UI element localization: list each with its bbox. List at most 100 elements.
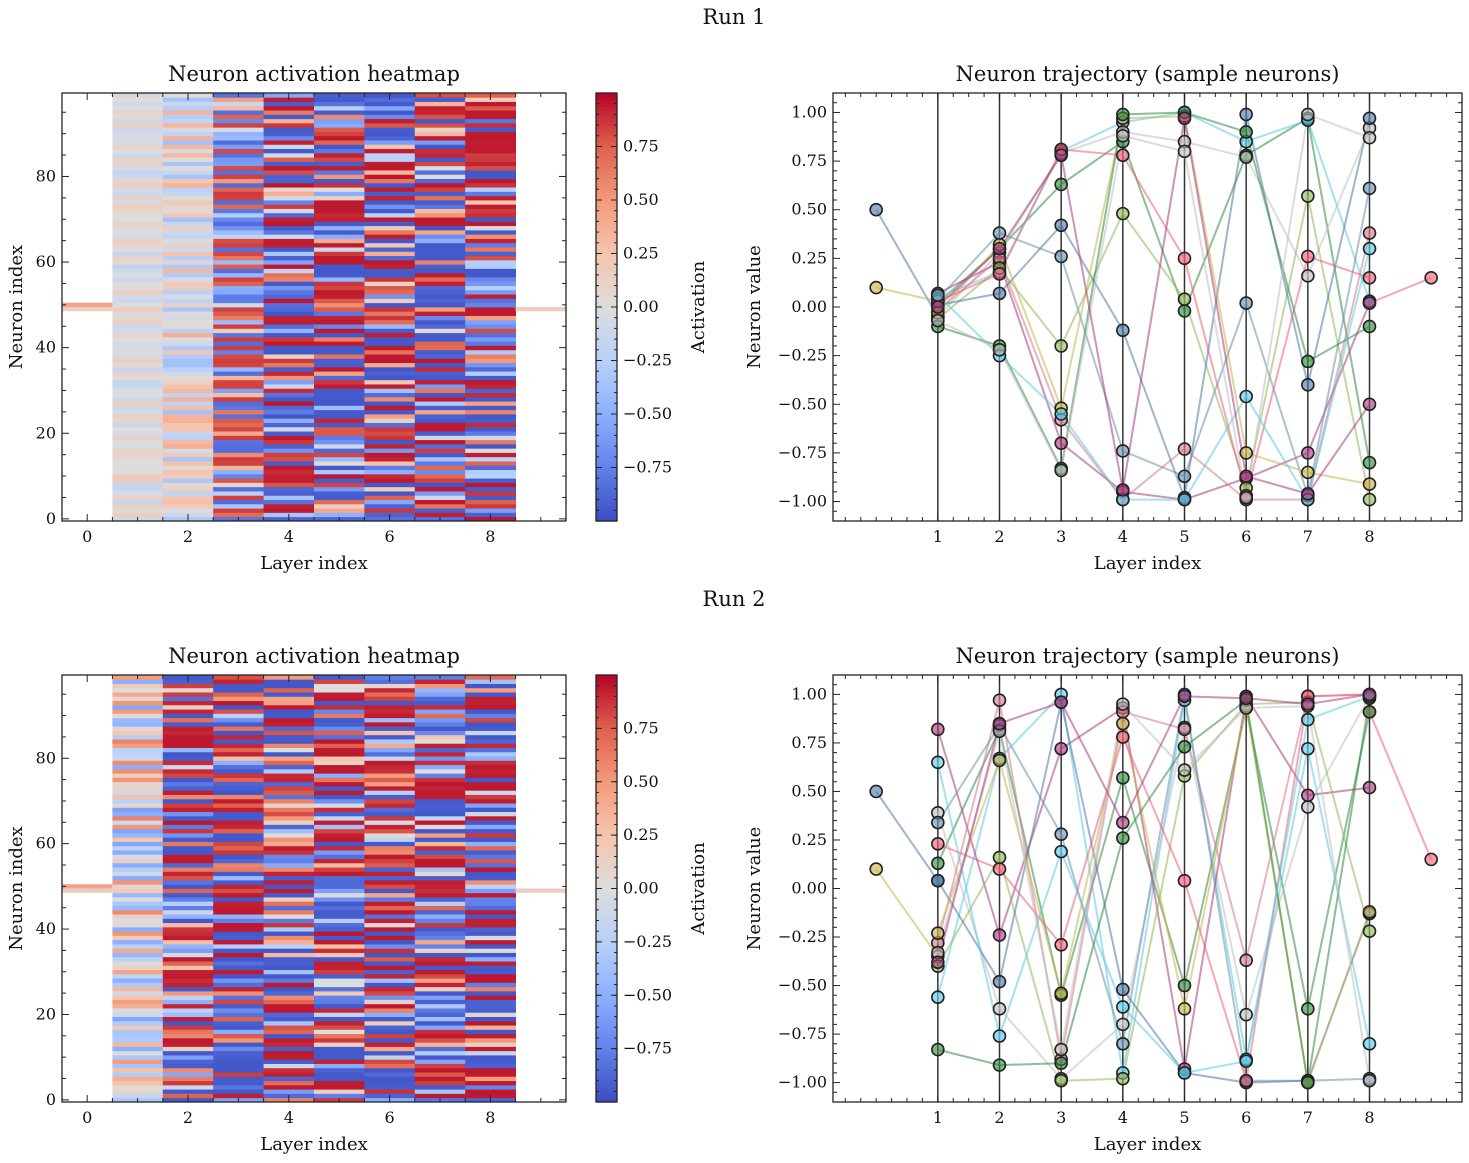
heatmap-cell [414,1084,466,1090]
heatmap-cell [112,259,164,265]
heatmap-cell [213,366,264,372]
series-point-n14 [1239,469,1253,484]
colorbar-segment [596,221,617,226]
heatmap-cell [414,786,466,791]
heatmap-cell [314,935,365,941]
colorbar-segment [596,788,617,794]
heatmap-cell [213,144,264,150]
colorbar-segment [596,271,617,276]
heatmap-cell [213,229,264,235]
heatmap-cell [112,264,164,269]
colorbar-segment [596,296,617,301]
heatmap-cell [162,311,214,316]
heatmap-cell [263,200,315,205]
colorbar-segment [596,742,617,747]
heatmap-cell [162,144,214,150]
heatmap-cell [263,1016,315,1022]
colorbar-segment [596,171,617,176]
heatmap-cell [112,341,164,346]
heatmap-cell [465,892,516,898]
heatmap-cell [465,174,516,179]
colorbar-segment [596,835,617,840]
colorbar-segment [596,460,617,465]
colorbar-segment [596,899,617,904]
heatmap-cell [314,191,365,197]
heatmap-cell [112,178,164,184]
trajectory-ytick-label: 0.75 [791,733,827,752]
heatmap-cell [465,952,516,958]
heatmap-cell [364,867,416,872]
heatmap-cell [162,901,214,906]
heatmap-cell [414,247,466,252]
heatmap-cell [112,152,164,158]
heatmap-cell [465,362,516,368]
series-point-n12 [1239,1054,1253,1069]
heatmap-cell [465,182,516,188]
heatmap-cell [213,298,264,304]
series-point-n13 [1054,1042,1068,1057]
heatmap-cell [465,794,516,800]
heatmap-cell [162,768,214,774]
heatmap-cell [465,798,516,804]
heatmap-cell [314,486,365,492]
heatmap-cell [112,918,164,924]
heatmap-cell [162,354,214,359]
heatmap-cell [414,1025,466,1030]
colorbar-segment [596,492,617,497]
heatmap-cell [112,495,164,500]
heatmap-cell [364,717,416,723]
heatmap-cell [465,867,516,872]
heatmap-cell [213,478,264,483]
heatmap-cell [263,482,315,488]
heatmap-cell [213,1084,264,1090]
colorbar-segment [596,389,617,394]
heatmap-cell [465,452,516,458]
heatmap-cell [112,418,164,423]
heatmap-cell [263,803,315,808]
heatmap-cell [414,465,466,471]
series-line-n12 [936,695,1370,1074]
heatmap-cell [414,756,466,761]
heatmap-cell [414,854,466,860]
heatmap-cell [364,760,416,766]
heatmap-cell [213,268,264,274]
heatmap-cell [213,174,264,179]
heatmap-cell [314,208,365,214]
heatmap-cell [414,349,466,355]
heatmap-cell [314,234,365,239]
heatmap-cell [213,392,264,398]
heatmap-cell [112,1012,164,1017]
heatmap-cell [112,965,164,971]
colorbar-segment [596,1016,617,1021]
heatmap-cell [465,217,516,222]
colorbar-segment [596,1069,617,1075]
heatmap-cell [364,721,416,727]
heatmap-cell [162,909,214,915]
colorbar-segment [596,299,617,305]
heatmap-cell [465,251,516,257]
heatmap-cell [414,435,466,441]
heatmap-cell [364,208,416,214]
heatmap-cell [414,867,466,872]
heatmap-ytick-label: 80 [36,166,56,185]
heatmap-cell [364,713,416,719]
colorbar-segment [596,196,617,201]
heatmap-cell [465,187,516,192]
colorbar-segment [596,356,617,362]
heatmap-cell [414,157,466,162]
colorbar: 0.750.500.250.00−0.25−0.50−0.75Activatio… [595,674,709,1103]
heatmap-cell [364,362,416,368]
heatmap-cell [364,105,416,111]
heatmap-cell [465,1037,516,1043]
heatmap-cell [263,952,315,958]
heatmap-cell [364,170,416,175]
heatmap-cell [162,105,214,111]
heatmap-cell [263,452,315,458]
heatmap-cell [213,1046,264,1052]
heatmap-cell [162,366,214,372]
heatmap-cell [112,431,164,436]
heatmap-cell [465,781,516,787]
heatmap-cell [112,148,164,154]
heatmap-cell [162,815,214,821]
heatmap-cell [465,255,516,261]
